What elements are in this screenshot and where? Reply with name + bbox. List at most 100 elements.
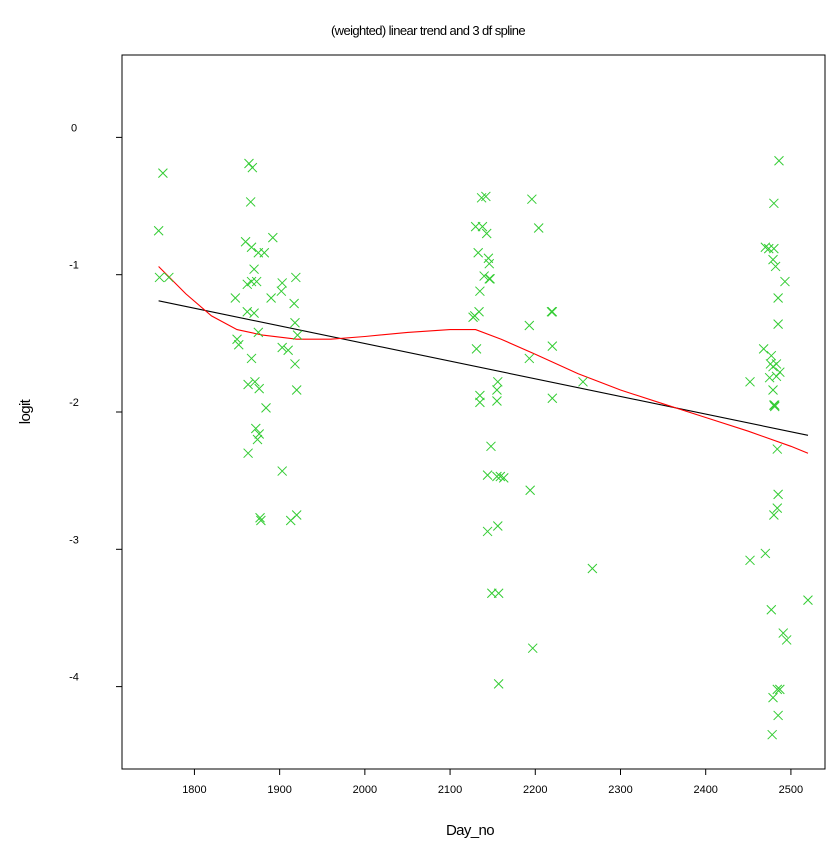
- data-point: [766, 350, 777, 361]
- data-point: [774, 155, 784, 166]
- x-tick-label: 1800: [182, 784, 206, 796]
- data-point: [277, 342, 288, 353]
- data-point: [259, 247, 270, 258]
- data-point: [244, 158, 254, 169]
- y-axis-label: logit: [17, 398, 34, 424]
- data-point: [154, 272, 165, 283]
- linear-trend-line: [158, 300, 809, 436]
- data-point: [249, 308, 259, 318]
- data-point: [153, 225, 164, 236]
- y-axis: 0 -1 -2 -3 -4: [69, 122, 122, 688]
- y-tick-label: 0: [71, 122, 77, 134]
- y-tick-label: -4: [69, 672, 79, 684]
- data-point: [267, 232, 278, 243]
- data-point: [276, 286, 287, 297]
- data-point: [770, 261, 781, 272]
- data-point: [252, 434, 263, 445]
- data-point: [470, 221, 481, 232]
- fitted-lines: [158, 266, 809, 454]
- data-point: [481, 228, 492, 239]
- data-point: [232, 334, 242, 345]
- data-points: [153, 155, 813, 740]
- data-point: [481, 191, 491, 202]
- data-point: [766, 604, 777, 615]
- plot-frame: [121, 54, 826, 770]
- x-tick-label: 1900: [267, 784, 291, 796]
- data-point: [773, 710, 783, 721]
- data-point: [493, 588, 504, 599]
- data-point: [251, 276, 262, 287]
- data-point: [485, 273, 495, 284]
- x-tick-label: 2100: [438, 784, 462, 796]
- data-point: [769, 198, 779, 209]
- data-point: [291, 510, 302, 520]
- data-point: [771, 371, 782, 382]
- data-point: [769, 400, 780, 410]
- data-point: [764, 372, 775, 383]
- x-tick-label: 2300: [608, 784, 632, 796]
- data-point: [479, 271, 490, 281]
- data-point: [772, 684, 783, 695]
- data-point: [254, 383, 265, 394]
- data-point: [249, 264, 259, 275]
- y-tick-label: -1: [69, 260, 79, 272]
- data-point: [771, 359, 782, 369]
- data-point: [486, 441, 496, 452]
- data-point: [246, 353, 257, 364]
- data-point: [254, 429, 265, 439]
- data-point: [291, 385, 302, 395]
- data-point: [780, 276, 790, 287]
- data-point: [524, 353, 535, 364]
- data-point: [498, 473, 509, 483]
- data-point: [781, 635, 792, 645]
- x-tick-label: 2000: [353, 784, 377, 796]
- data-point: [250, 376, 260, 387]
- data-point: [243, 448, 253, 459]
- data-point: [527, 194, 537, 205]
- data-point: [277, 278, 288, 288]
- data-point: [547, 306, 558, 317]
- x-tick-label: 2400: [693, 784, 717, 796]
- data-point: [477, 221, 488, 232]
- data-point: [578, 376, 588, 387]
- data-point: [256, 515, 266, 526]
- y-tick-label: -3: [69, 534, 79, 546]
- data-point: [769, 401, 780, 412]
- x-axis-label: Day_no: [446, 822, 494, 839]
- data-point: [774, 367, 785, 378]
- data-point: [768, 692, 778, 703]
- data-point: [473, 247, 484, 258]
- data-point: [774, 684, 785, 695]
- chart-title: (weighted) linear trend and 3 df spline: [331, 23, 525, 38]
- data-point: [773, 293, 783, 303]
- data-point: [772, 444, 783, 454]
- data-point: [290, 359, 300, 369]
- data-point: [484, 273, 495, 284]
- data-point: [283, 345, 294, 356]
- data-point: [525, 485, 536, 496]
- data-point: [772, 503, 783, 513]
- data-point: [768, 254, 778, 265]
- data-point: [527, 643, 538, 654]
- data-point: [493, 679, 504, 689]
- data-point: [524, 320, 535, 331]
- data-point: [164, 272, 174, 283]
- data-point: [253, 327, 264, 338]
- data-point: [769, 243, 779, 254]
- data-point: [292, 330, 303, 340]
- data-point: [547, 341, 558, 351]
- data-point: [587, 563, 598, 574]
- data-point: [482, 470, 493, 481]
- data-point: [773, 319, 783, 329]
- spline-line: [158, 266, 809, 454]
- data-point: [492, 385, 502, 395]
- data-point: [290, 272, 301, 283]
- data-point: [277, 466, 288, 476]
- data-point: [230, 293, 241, 303]
- data-point: [242, 306, 253, 317]
- data-point: [246, 276, 257, 287]
- data-point: [474, 306, 484, 317]
- data-point: [475, 397, 485, 408]
- data-point: [533, 223, 544, 233]
- data-point: [778, 628, 789, 638]
